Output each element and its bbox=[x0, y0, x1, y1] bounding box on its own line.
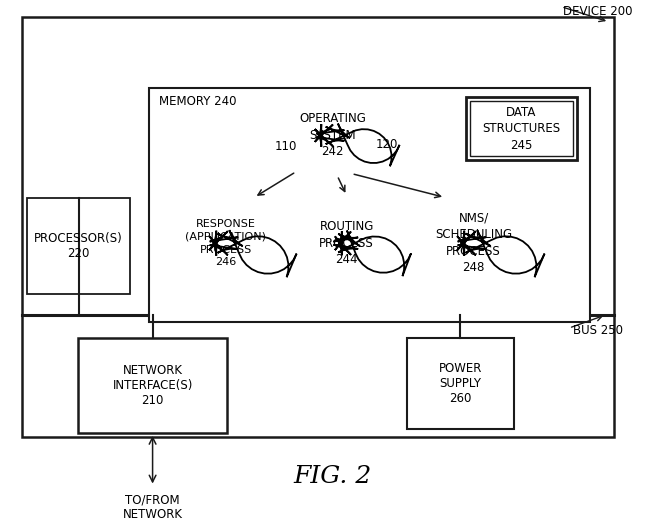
Text: 120: 120 bbox=[376, 138, 398, 151]
PathPatch shape bbox=[457, 230, 544, 277]
FancyBboxPatch shape bbox=[407, 338, 514, 429]
FancyBboxPatch shape bbox=[469, 101, 572, 157]
Text: BUS 250: BUS 250 bbox=[572, 325, 623, 337]
Text: RESPONSE
(APPLICATION)
PROCESS
246: RESPONSE (APPLICATION) PROCESS 246 bbox=[185, 219, 266, 267]
Text: ROUTING
PROCESS
244: ROUTING PROCESS 244 bbox=[319, 220, 374, 266]
Text: DEVICE 200: DEVICE 200 bbox=[563, 5, 632, 18]
Text: MEMORY 240: MEMORY 240 bbox=[159, 96, 236, 109]
PathPatch shape bbox=[209, 230, 297, 277]
Text: OPERATING
SYSTEM
242: OPERATING SYSTEM 242 bbox=[299, 112, 366, 159]
FancyBboxPatch shape bbox=[78, 338, 228, 433]
Text: TO/FROM
NETWORK: TO/FROM NETWORK bbox=[123, 493, 183, 521]
PathPatch shape bbox=[315, 124, 400, 166]
FancyBboxPatch shape bbox=[27, 198, 130, 294]
Text: NETWORK
INTERFACE(S)
210: NETWORK INTERFACE(S) 210 bbox=[112, 364, 193, 407]
Text: POWER
SUPPLY
260: POWER SUPPLY 260 bbox=[439, 362, 482, 405]
Text: PROCESSOR(S)
220: PROCESSOR(S) 220 bbox=[35, 232, 123, 260]
Text: NMS/
SCHEDULING
PROCESS
248: NMS/ SCHEDULING PROCESS 248 bbox=[435, 212, 512, 275]
FancyBboxPatch shape bbox=[466, 97, 576, 160]
Text: 110: 110 bbox=[275, 140, 297, 153]
FancyBboxPatch shape bbox=[22, 17, 614, 437]
Text: FIG. 2: FIG. 2 bbox=[293, 466, 372, 489]
PathPatch shape bbox=[333, 231, 411, 276]
FancyBboxPatch shape bbox=[149, 88, 590, 323]
Text: DATA
STRUCTURES
245: DATA STRUCTURES 245 bbox=[482, 106, 560, 152]
